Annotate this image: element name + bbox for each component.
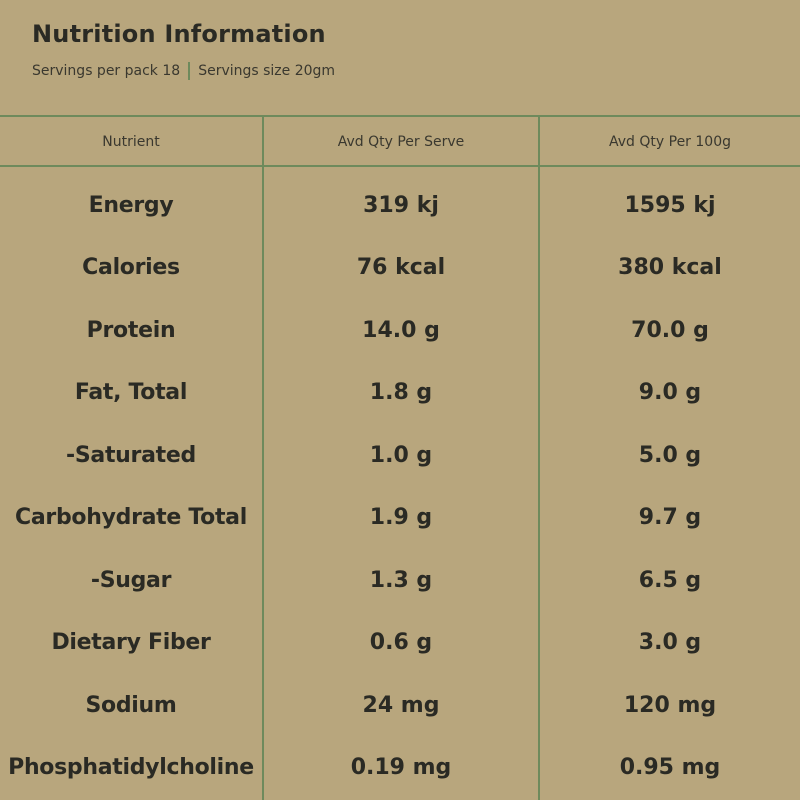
per-serve-value: 319 kj [363,192,439,218]
column-divider [262,117,264,800]
table-row: Protein 14.0 g 70.0 g [0,299,800,362]
per-100g-value: 9.7 g [638,505,702,531]
per-serve-value: 1.3 g [369,567,433,593]
serving-size: Servings size 20gm [198,63,336,79]
per-serve-value: 1.0 g [369,442,433,468]
per-100g-value: 1595 kj [624,192,716,218]
table-row: -Saturated 1.0 g 5.0 g [0,424,800,487]
nutrient-name: Protein [86,317,176,343]
column-divider [538,117,540,800]
per-serve-value: 76 kcal [356,255,446,281]
nutrient-name: -Saturated [66,442,196,468]
per-serve-value: 14.0 g [362,317,440,343]
table-row: Fat, Total 1.8 g 9.0 g [0,362,800,425]
table-row: Energy 319 kj 1595 kj [0,174,800,237]
serving-info-divider [188,62,191,80]
column-header-per-serve: Avd Qty Per Serve [337,134,465,150]
per-serve-value: 0.6 g [369,630,433,656]
table-row: -Sugar 1.3 g 6.5 g [0,549,800,612]
nutrient-name: Carbohydrate Total [15,505,247,531]
serving-info: Servings per pack 18 Servings size 20gm [32,62,335,80]
per-100g-value: 120 mg [623,692,717,718]
nutrient-name: Calories [82,255,180,281]
nutrient-name: Fat, Total [74,380,188,406]
nutrient-name: Sodium [85,692,177,718]
per-serve-value: 1.9 g [369,505,433,531]
table-row: Phosphatidylcholine 0.19 mg 0.95 mg [0,737,800,800]
column-header-per-100g: Avd Qty Per 100g [609,134,731,150]
nutrient-name: Dietary Fiber [51,630,211,656]
per-100g-value: 380 kcal [618,255,722,281]
column-header-nutrient: Nutrient [102,134,160,150]
per-100g-value: 70.0 g [631,317,709,343]
per-100g-value: 3.0 g [638,630,702,656]
per-100g-value: 6.5 g [638,567,702,593]
per-serve-value: 24 mg [362,692,440,718]
table-row: Sodium 24 mg 120 mg [0,674,800,737]
table-row: Dietary Fiber 0.6 g 3.0 g [0,612,800,675]
table-header-row: Nutrient Avd Qty Per Serve Avd Qty Per 1… [0,117,800,167]
table-row: Carbohydrate Total 1.9 g 9.7 g [0,487,800,550]
per-serve-value: 0.19 mg [350,755,452,781]
servings-per-pack: Servings per pack 18 [32,63,181,79]
table-row: Calories 76 kcal 380 kcal [0,237,800,300]
per-100g-value: 9.0 g [638,380,702,406]
nutrition-header: Nutrition Information Servings per pack … [32,20,335,80]
per-100g-value: 0.95 mg [619,755,721,781]
per-100g-value: 5.0 g [638,442,702,468]
nutrition-table: Nutrient Avd Qty Per Serve Avd Qty Per 1… [0,115,800,800]
nutrient-name: Phosphatidylcholine [8,755,254,781]
nutrient-name: -Sugar [90,567,172,593]
nutrient-name: Energy [88,192,174,218]
per-serve-value: 1.8 g [369,380,433,406]
page-title: Nutrition Information [32,20,326,48]
